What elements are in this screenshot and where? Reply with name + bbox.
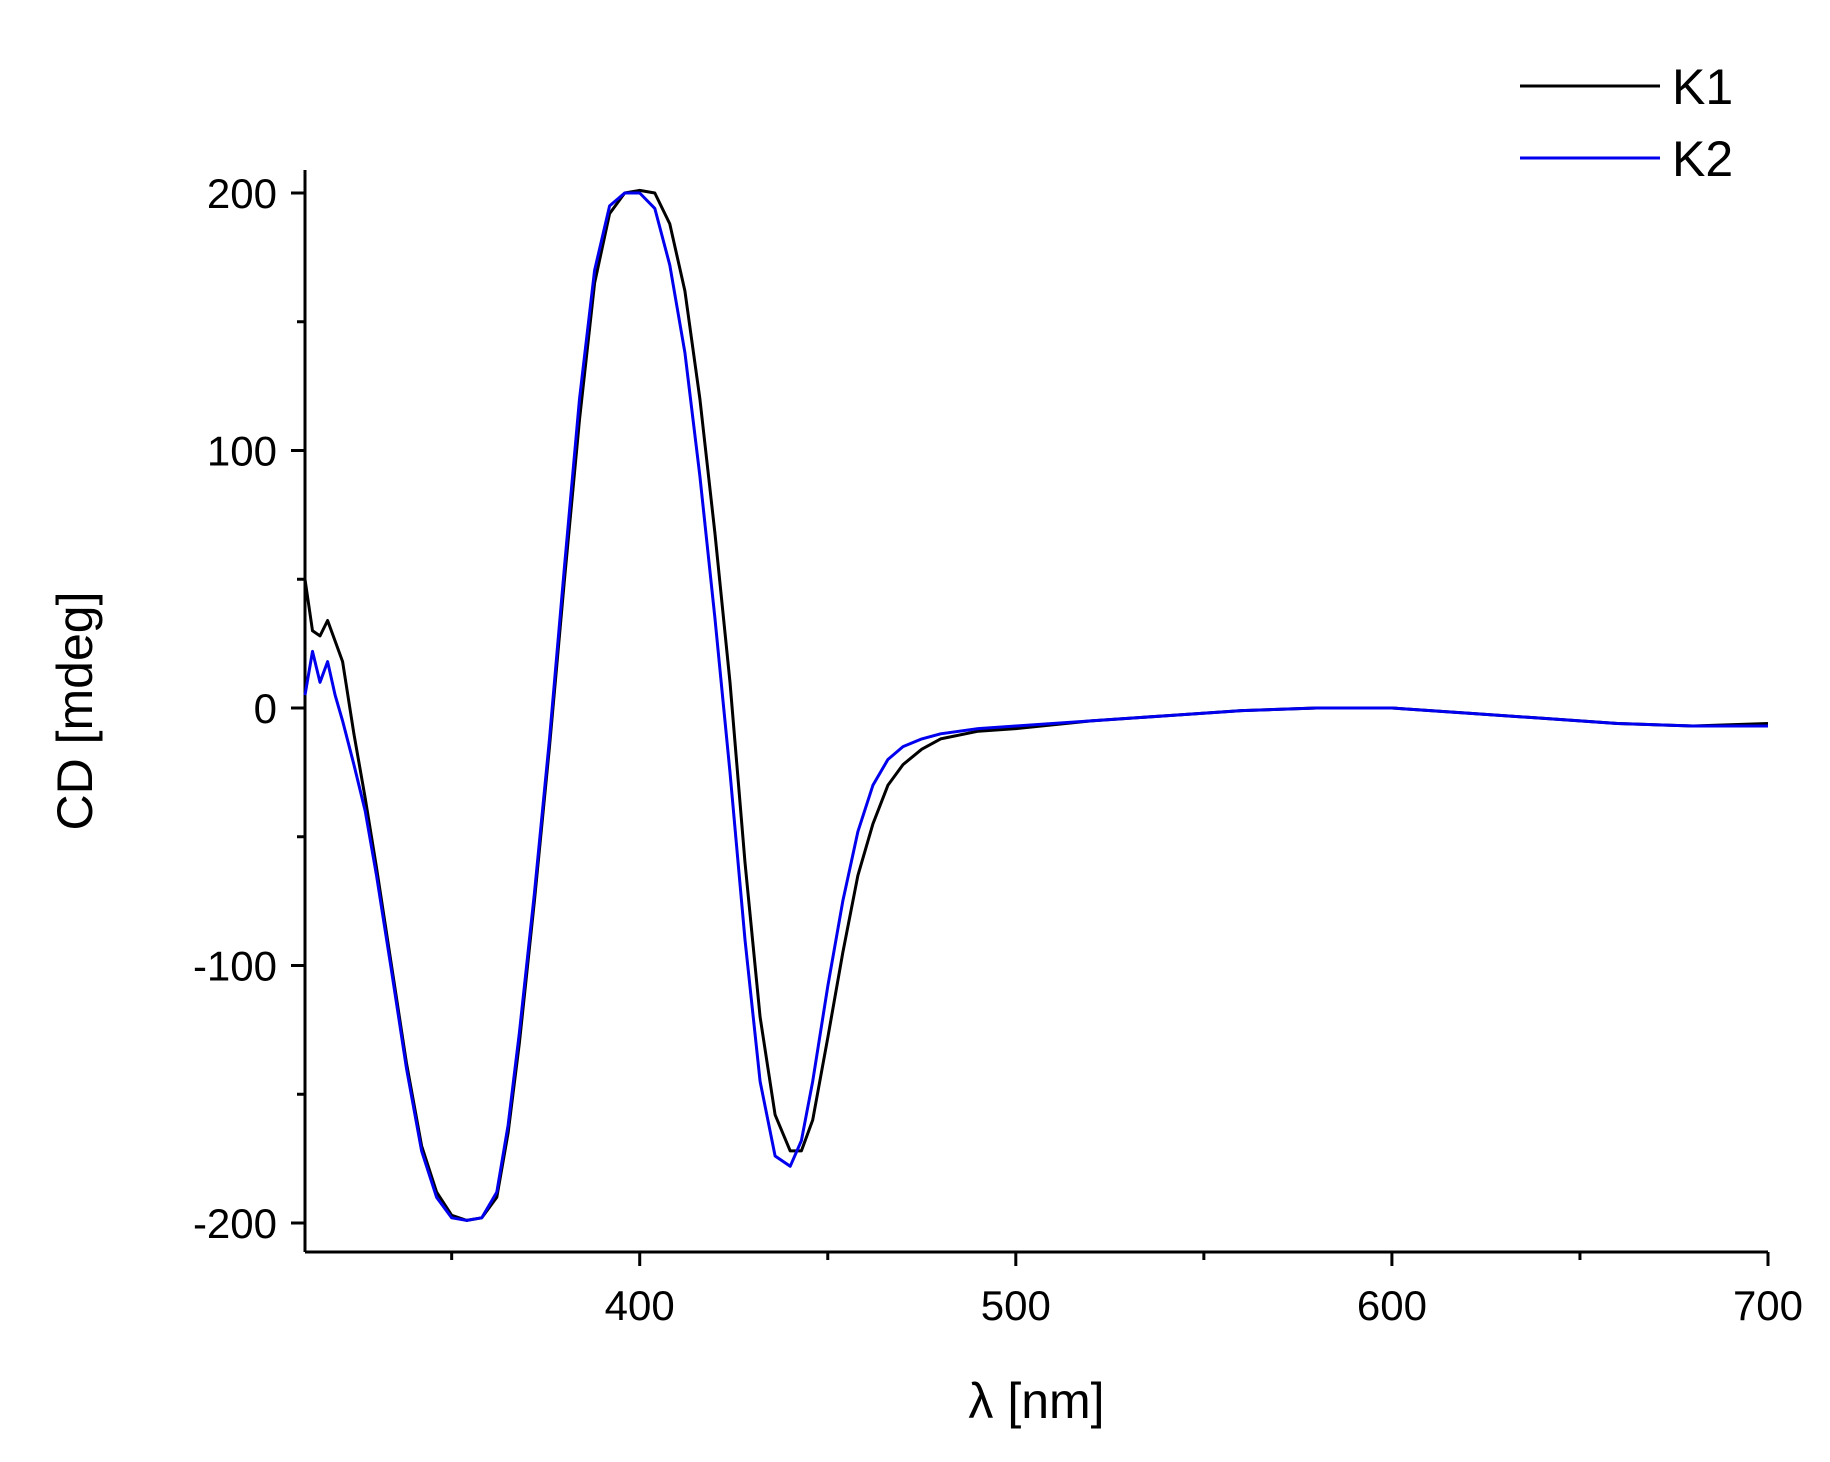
y-tick-label: 200 [207, 170, 277, 217]
x-axis-label: λ [nm] [968, 1373, 1104, 1429]
axes [303, 170, 1768, 1254]
series-line-k2 [303, 191, 1768, 1222]
legend-label-k1: K1 [1672, 59, 1733, 115]
y-tick-label: -200 [193, 1200, 277, 1247]
tick-labels: 400 500 600 700 -200 -100 0 100 200 [193, 170, 1803, 1329]
series-group [303, 188, 1769, 1222]
y-tick-label: -100 [193, 943, 277, 990]
y-tick-label: 0 [254, 685, 277, 732]
y-axis-label: CD [mdeg] [47, 592, 103, 831]
x-tick-label: 400 [605, 1282, 675, 1329]
x-tick-label: 700 [1733, 1282, 1803, 1329]
series-line-k1 [303, 188, 1769, 1222]
y-tick-label: 100 [207, 428, 277, 475]
ticks [291, 191, 1770, 1266]
x-tick-label: 600 [1357, 1282, 1427, 1329]
x-tick-label: 500 [981, 1282, 1051, 1329]
legend-label-k2: K2 [1672, 131, 1733, 187]
